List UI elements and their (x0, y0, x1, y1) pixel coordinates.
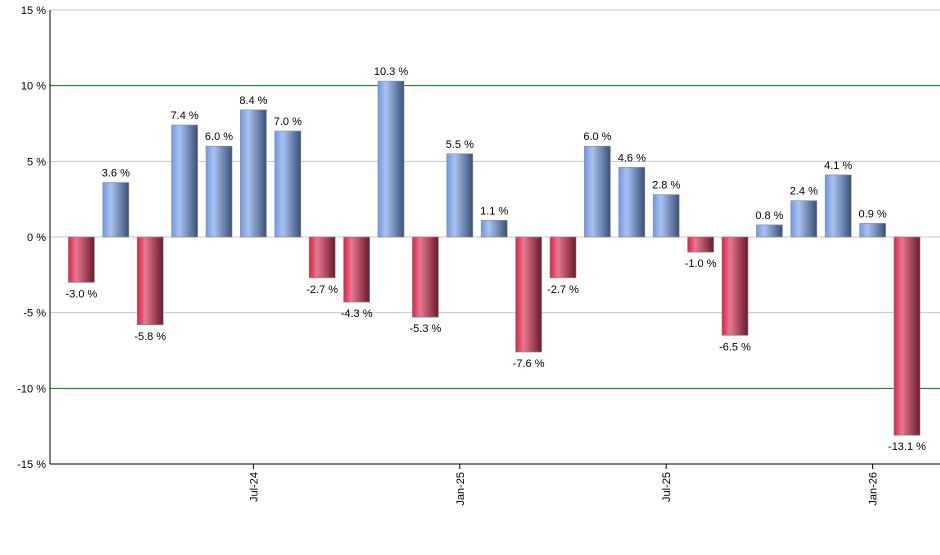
data-label: 7.0 % (274, 116, 302, 128)
data-label: -5.8 % (134, 331, 166, 343)
bar (480, 220, 508, 238)
x-tick-label: Jan-26 (868, 472, 880, 506)
bar (205, 145, 233, 238)
bar (171, 124, 198, 238)
bar (549, 236, 577, 279)
bar (652, 194, 680, 238)
bar (446, 153, 474, 238)
y-tick-label: -15 % (17, 459, 46, 471)
data-label: 8.4 % (239, 95, 267, 107)
data-label: 2.8 % (652, 180, 680, 192)
data-label: -6.5 % (719, 341, 751, 353)
y-tick-label: -5 % (23, 308, 46, 320)
data-label: 4.1 % (824, 160, 852, 172)
x-tick-label: Jul-25 (661, 472, 673, 502)
data-label: 1.1 % (480, 205, 508, 217)
data-label: 6.0 % (583, 131, 611, 143)
bar (412, 236, 439, 318)
data-label: -2.7 % (547, 284, 579, 296)
data-label: 0.8 % (755, 210, 783, 222)
bar (859, 223, 886, 238)
data-label: 5.5 % (446, 139, 474, 151)
bar (240, 109, 267, 238)
data-label: 7.4 % (171, 110, 199, 122)
y-tick-label: 0 % (27, 232, 46, 244)
x-tick-label: Jul-24 (248, 472, 260, 502)
x-tick-label: Jan-25 (455, 472, 467, 506)
data-label: 3.6 % (102, 168, 130, 180)
bar (377, 80, 405, 238)
data-label: 2.4 % (790, 186, 818, 198)
data-label: -1.0 % (685, 258, 717, 270)
bar (136, 236, 164, 326)
y-tick-label: 15 % (21, 5, 46, 17)
data-label: -13.1 % (888, 441, 926, 453)
bar (756, 224, 783, 238)
bar (687, 236, 714, 253)
bar (893, 236, 921, 436)
data-label: -4.3 % (341, 308, 373, 320)
bar (515, 236, 542, 353)
bar (721, 236, 749, 336)
y-tick-label: 10 % (21, 81, 46, 93)
bar (274, 130, 302, 238)
data-label: 4.6 % (618, 152, 646, 164)
bar (584, 145, 611, 238)
bar (102, 182, 130, 238)
bar (824, 174, 852, 238)
bar (790, 200, 818, 238)
bar (343, 236, 370, 303)
data-label: -5.3 % (410, 323, 442, 335)
bar (68, 236, 95, 283)
y-tick-label: 5 % (27, 156, 46, 168)
data-label: 10.3 % (374, 66, 408, 78)
bar (308, 236, 336, 279)
data-label: -7.6 % (513, 358, 545, 370)
data-label: -3.0 % (66, 288, 98, 300)
y-tick-label: -10 % (17, 383, 46, 395)
data-label: 6.0 % (205, 131, 233, 143)
data-label: -2.7 % (306, 284, 338, 296)
bar (618, 167, 646, 238)
data-label: 0.9 % (859, 208, 887, 220)
